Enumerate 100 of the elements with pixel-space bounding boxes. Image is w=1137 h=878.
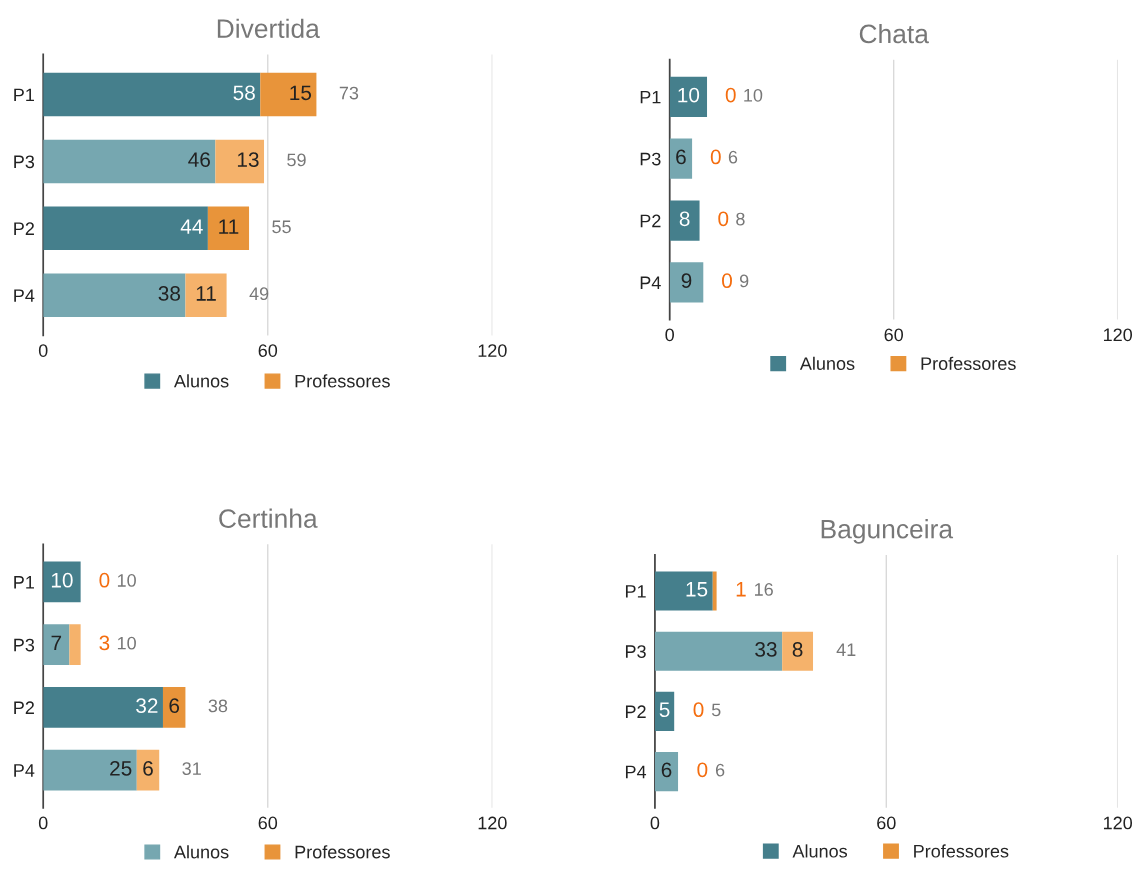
total-label: 41 <box>836 643 856 656</box>
bar <box>43 687 163 728</box>
legend-label: Professores <box>914 844 1009 858</box>
x-tick-label: 120 <box>1103 816 1133 830</box>
data-label: 10 <box>678 87 700 103</box>
bar <box>43 624 70 666</box>
bar <box>185 273 227 317</box>
data-label: 46 <box>188 152 210 168</box>
total-label: 73 <box>339 86 359 100</box>
legend-label: Professores <box>295 374 390 388</box>
x-tick-label: 0 <box>38 344 48 357</box>
bar <box>669 76 708 117</box>
total-label: 9 <box>739 274 749 288</box>
x-tick-label: 0 <box>665 328 675 342</box>
legend-label: Professores <box>295 845 390 859</box>
data-label: 0 <box>718 211 729 227</box>
x-tick-label: 60 <box>877 816 896 830</box>
legend-label: Alunos <box>173 374 229 388</box>
bar <box>654 691 675 731</box>
y-tick-label: P2 <box>625 705 646 718</box>
total-label: 10 <box>117 636 136 650</box>
total-label: 6 <box>715 763 725 777</box>
data-label: 32 <box>136 698 158 714</box>
bar <box>43 273 186 317</box>
total-label: 49 <box>249 287 269 301</box>
bar <box>69 624 81 666</box>
total-label: 31 <box>182 762 201 775</box>
y-tick-label: P4 <box>640 276 661 290</box>
chart-title: Divertida <box>217 18 320 39</box>
total-label: 16 <box>755 583 773 596</box>
bar <box>136 749 160 791</box>
y-tick-label: P4 <box>14 764 35 777</box>
y-tick-label: P1 <box>14 88 34 102</box>
bar <box>669 138 693 179</box>
data-label: 0 <box>710 149 721 165</box>
data-label: 3 <box>99 635 110 651</box>
x-tick-label: 60 <box>258 344 278 357</box>
bar <box>782 631 814 671</box>
data-label: 6 <box>143 760 153 776</box>
data-label: 6 <box>661 762 672 778</box>
data-label: 1 <box>736 582 746 597</box>
bar <box>207 206 250 251</box>
bar <box>162 687 186 728</box>
data-label: 7 <box>51 635 62 651</box>
data-label: 15 <box>686 582 708 597</box>
x-tick-label: 60 <box>258 816 278 830</box>
data-label: 0 <box>693 702 704 718</box>
legend-label: Professores <box>921 356 1016 370</box>
y-tick-label: P1 <box>14 576 34 589</box>
y-tick-label: P3 <box>640 152 661 166</box>
y-tick-label: P3 <box>625 645 646 658</box>
bar <box>43 206 208 251</box>
total-label: 6 <box>728 150 738 164</box>
data-label: 15 <box>290 85 312 101</box>
chart-title: Bagunceira <box>821 519 954 544</box>
legend-label: Alunos <box>173 845 229 859</box>
data-label: 0 <box>725 87 736 103</box>
bar <box>43 561 81 603</box>
data-label: 33 <box>755 642 777 657</box>
data-label: 8 <box>792 642 803 657</box>
total-label: 8 <box>736 212 745 226</box>
total-label: 10 <box>117 574 136 587</box>
chart-title: Certinha <box>219 508 318 528</box>
data-label: 38 <box>158 286 181 301</box>
chart-title: Chata <box>859 23 929 44</box>
data-label: 10 <box>51 572 73 588</box>
x-tick-label: 120 <box>478 816 507 830</box>
data-label: 6 <box>676 149 686 165</box>
data-label: 8 <box>679 211 690 227</box>
data-label: 25 <box>110 760 132 776</box>
x-tick-label: 0 <box>38 816 48 830</box>
data-label: 0 <box>99 572 110 588</box>
data-label: 44 <box>180 219 203 234</box>
y-tick-label: P2 <box>14 701 34 714</box>
data-label: 13 <box>237 152 259 168</box>
bar <box>669 262 704 303</box>
data-label: 58 <box>233 85 255 101</box>
y-tick-label: P2 <box>14 222 34 235</box>
total-label: 5 <box>711 703 721 717</box>
y-tick-label: P4 <box>14 289 35 302</box>
data-label: 0 <box>697 762 708 778</box>
y-tick-label: P1 <box>640 90 661 104</box>
y-tick-label: P4 <box>625 765 647 779</box>
x-tick-label: 0 <box>650 816 660 830</box>
data-label: 0 <box>722 273 732 289</box>
bar <box>43 139 216 184</box>
x-tick-label: 120 <box>478 344 507 357</box>
y-tick-label: P3 <box>14 638 35 652</box>
bar <box>654 752 679 792</box>
total-label: 55 <box>272 220 291 234</box>
y-tick-label: P3 <box>14 155 35 169</box>
bar <box>654 631 783 671</box>
bar <box>712 571 717 611</box>
y-tick-label: P2 <box>640 214 661 228</box>
data-label: 6 <box>169 698 180 714</box>
x-tick-label: 60 <box>884 328 904 342</box>
x-tick-label: 120 <box>1103 328 1133 342</box>
bar <box>260 72 317 117</box>
data-label: 11 <box>196 286 216 301</box>
data-label: 9 <box>681 273 692 289</box>
